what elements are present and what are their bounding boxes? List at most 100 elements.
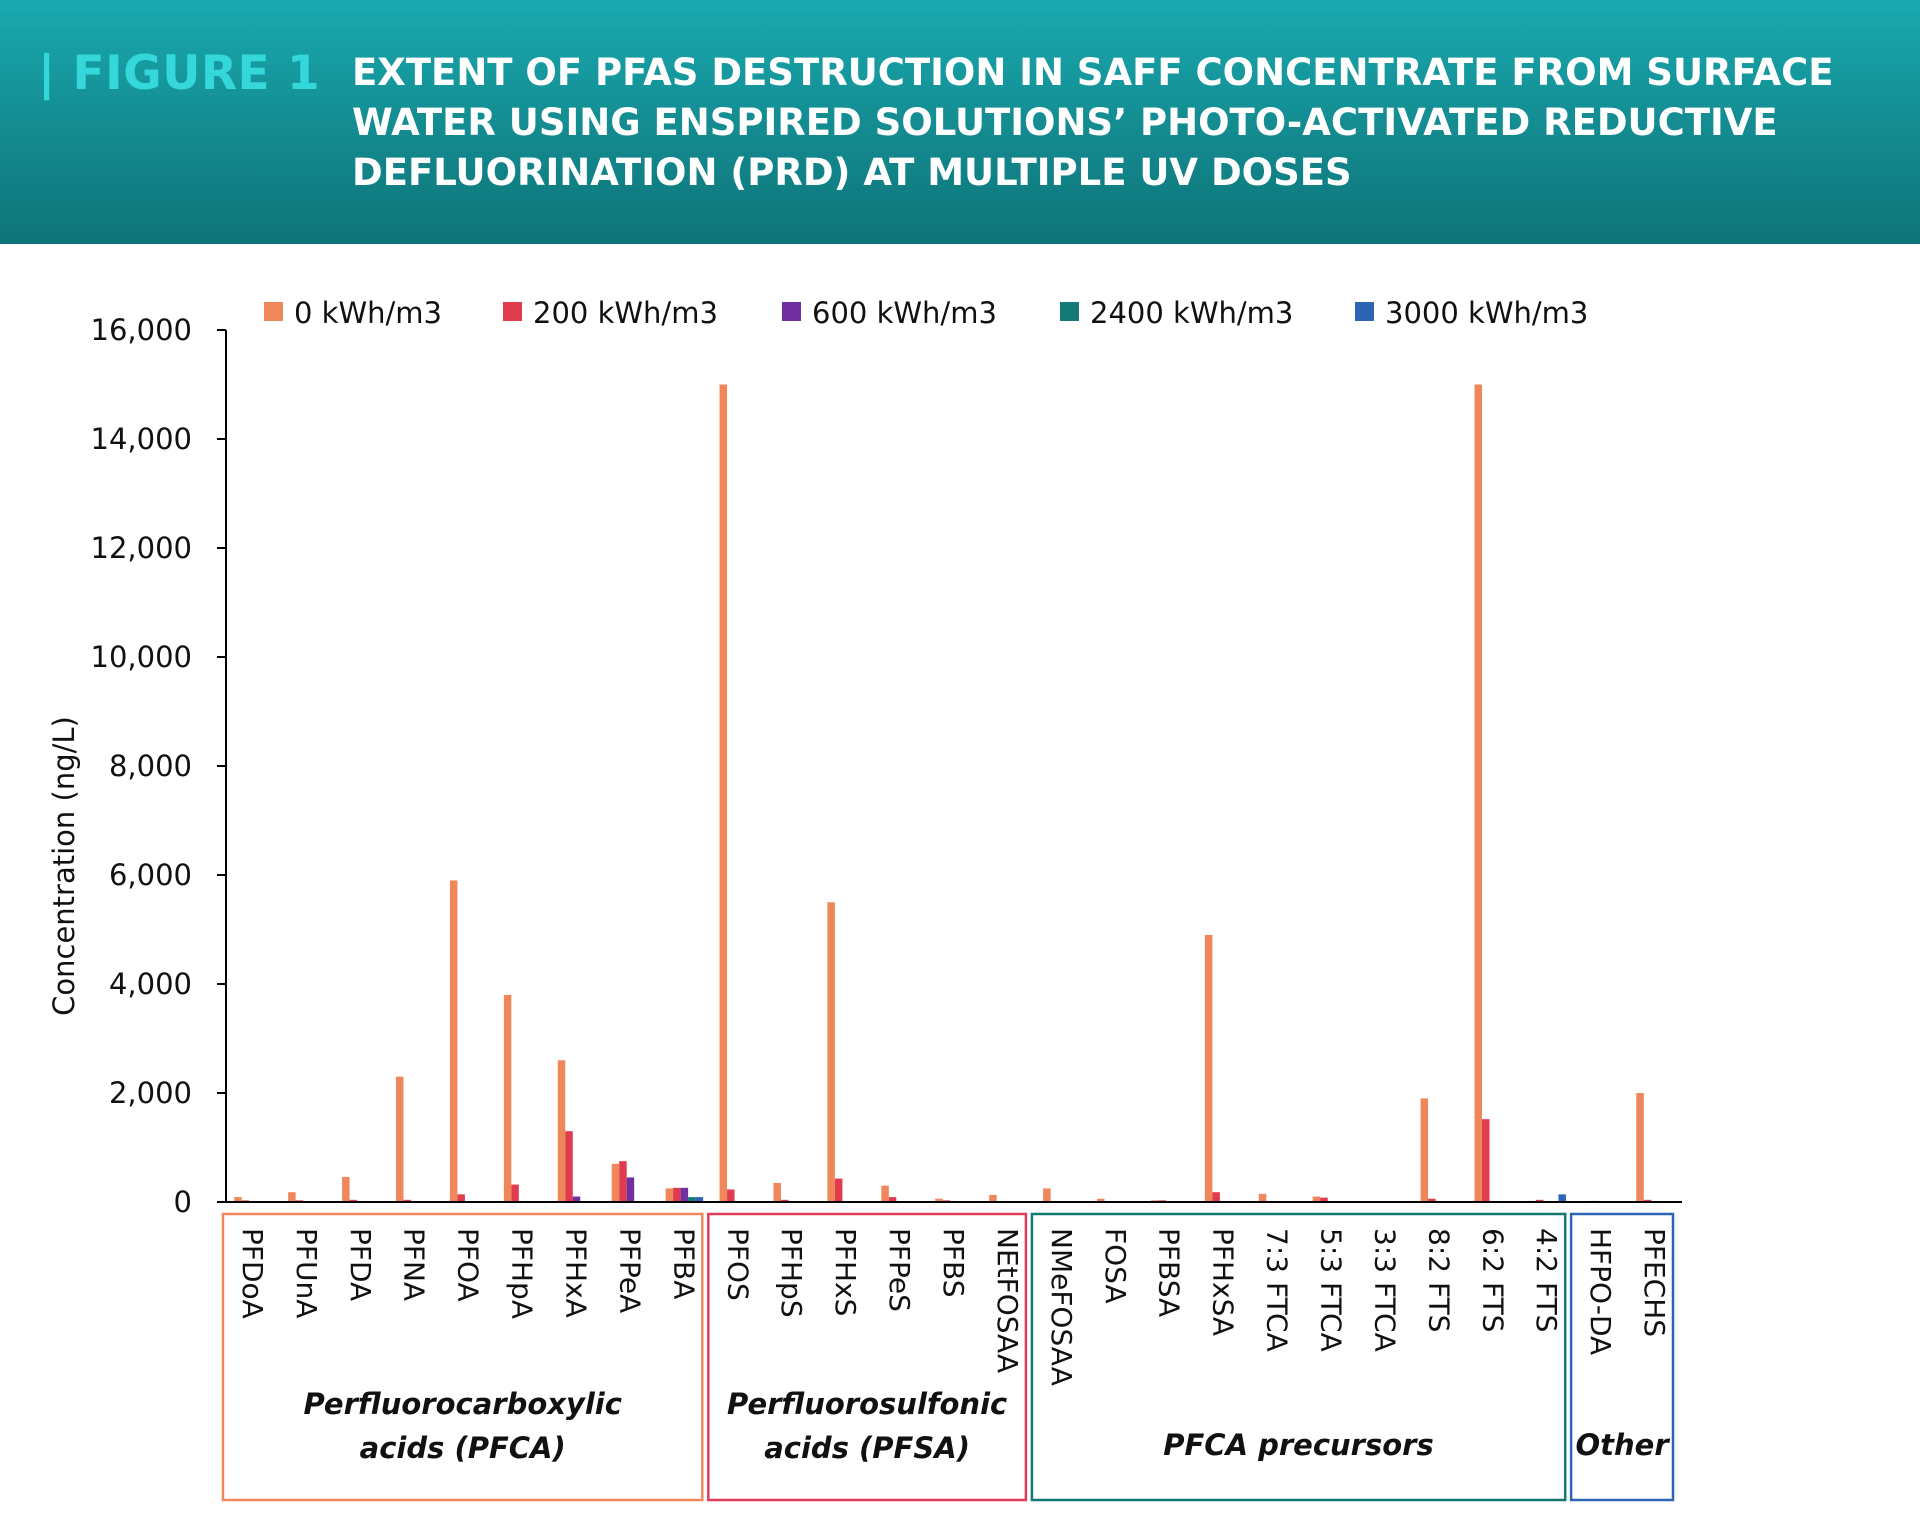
bar-2-5	[457, 1194, 465, 1202]
x-tick-label: PFHxSA	[1207, 1228, 1240, 1336]
x-tick-label: PFHpA	[506, 1228, 539, 1319]
bar-2-10	[727, 1189, 735, 1202]
x-tick-label: PFBSA	[1153, 1228, 1186, 1317]
bar-2-8	[619, 1161, 627, 1203]
y-tick-label: 6,000	[109, 858, 192, 892]
bar-1-7	[557, 1060, 566, 1202]
x-tick-label: PFECHS	[1638, 1228, 1671, 1337]
bar-1-20	[1258, 1193, 1267, 1202]
legend-swatch-5	[1355, 302, 1374, 321]
x-tick-label: PFOS	[721, 1228, 754, 1301]
x-tick-label: 3:3 FTCA	[1368, 1228, 1401, 1352]
bar-1-16	[1043, 1188, 1051, 1203]
bar-1-21	[1312, 1196, 1321, 1202]
bar-1-23	[1420, 1098, 1429, 1202]
bar-3-7	[572, 1196, 581, 1202]
bar-1-27	[1636, 1093, 1644, 1202]
bar-1-14	[935, 1198, 943, 1202]
bar-2-11	[780, 1199, 789, 1202]
legend-label-3: 600 kWh/m3	[812, 296, 997, 330]
bar-1-1	[234, 1197, 242, 1202]
legend-swatch-4	[1060, 302, 1079, 321]
x-tick-label: HFPO-DA	[1584, 1228, 1617, 1355]
legend-label-2: 200 kWh/m3	[533, 296, 718, 330]
group-box-3	[1030, 1212, 1567, 1502]
bar-2-12	[834, 1178, 843, 1202]
x-tick-label: PFBS	[937, 1228, 970, 1297]
bar-2-9	[673, 1187, 681, 1202]
bar-2-7	[565, 1131, 573, 1202]
legend-swatch-3	[782, 302, 801, 321]
legend-swatch-1	[264, 302, 283, 321]
bar-4-9	[688, 1197, 696, 1202]
bar-2-23	[1428, 1198, 1436, 1202]
bar-1-19	[1204, 934, 1213, 1202]
bar-1-11	[773, 1182, 781, 1202]
group-box-1	[221, 1212, 704, 1502]
group-label-4: Other	[1576, 1428, 1671, 1462]
bar-1-2	[288, 1192, 296, 1202]
x-tick-label: PFNA	[398, 1228, 431, 1301]
bar-5-9	[695, 1197, 704, 1202]
x-tick-label: PFHxS	[829, 1228, 862, 1316]
bar-1-4	[395, 1076, 404, 1202]
bar-2-24	[1482, 1119, 1490, 1202]
legend-swatch-2	[503, 302, 522, 321]
x-tick-label: FOSA	[1099, 1228, 1132, 1304]
bar-2-21	[1320, 1197, 1328, 1202]
y-tick-label: 0	[174, 1185, 192, 1219]
group-box-4	[1569, 1212, 1675, 1502]
x-tick-label: PFDA	[344, 1228, 377, 1301]
group-label-1: acids (PFCA)	[360, 1431, 566, 1465]
group-box-2	[707, 1212, 1028, 1502]
figure-title: EXTENT OF PFAS DESTRUCTION IN SAFF CONCE…	[352, 48, 1872, 198]
bar-1-12	[827, 902, 835, 1202]
figure-header: | FIGURE 1 EXTENT OF PFAS DESTRUCTION IN…	[0, 0, 1920, 244]
x-tick-label: NMeFOSAA	[1045, 1228, 1078, 1386]
y-tick-label: 10,000	[91, 640, 192, 674]
y-tick-label: 4,000	[109, 967, 192, 1001]
legend-label-4: 2400 kWh/m3	[1090, 296, 1293, 330]
bar-2-6	[511, 1184, 519, 1202]
x-tick-label: PFPeA	[613, 1228, 646, 1313]
bar-2-25	[1535, 1199, 1544, 1202]
figure-title-line-1: EXTENT OF PFAS DESTRUCTION IN SAFF CONCE…	[352, 51, 1834, 94]
y-tick-label: 16,000	[91, 313, 192, 347]
x-tick-label: 4:2 FTS	[1530, 1228, 1563, 1332]
bar-1-15	[989, 1194, 997, 1202]
x-tick-label: 6:2 FTS	[1476, 1228, 1509, 1332]
bar-1-5	[449, 880, 458, 1202]
x-tick-label: PFHpS	[775, 1228, 808, 1318]
figure-title-line-3: DEFLUORINATION (PRD) AT MULTIPLE UV DOSE…	[352, 151, 1352, 194]
bar-1-13	[881, 1185, 889, 1202]
y-tick-label: 8,000	[109, 749, 192, 783]
bar-3-9	[680, 1187, 689, 1202]
bar-5-25	[1558, 1194, 1566, 1202]
group-label-3: PFCA precursors	[1163, 1428, 1434, 1462]
bar-2-13	[888, 1197, 897, 1202]
figure-title-line-2: WATER USING ENSPIRED SOLUTIONS’ PHOTO-AC…	[352, 101, 1778, 144]
y-tick-label: 14,000	[91, 422, 192, 456]
bar-2-4	[403, 1199, 411, 1202]
x-tick-label: PFDoA	[236, 1228, 269, 1319]
bar-2-19	[1212, 1192, 1220, 1202]
legend-label-1: 0 kWh/m3	[294, 296, 442, 330]
x-tick-label: PFBA	[667, 1228, 700, 1299]
group-label-2: acids (PFSA)	[764, 1431, 970, 1465]
bar-1-6	[503, 994, 512, 1202]
y-tick-label: 12,000	[91, 531, 192, 565]
figure-label: | FIGURE 1	[38, 46, 321, 101]
bar-1-10	[719, 384, 728, 1202]
bar-2-27	[1643, 1199, 1652, 1202]
x-tick-label: 5:3 FTCA	[1314, 1228, 1347, 1352]
bar-1-24	[1474, 384, 1483, 1202]
x-tick-label: PFUnA	[290, 1228, 323, 1318]
group-label-2: Perfluorosulfonic	[727, 1387, 1007, 1421]
legend-label-5: 3000 kWh/m3	[1385, 296, 1588, 330]
bar-1-8	[611, 1163, 620, 1202]
x-tick-label: 7:3 FTCA	[1261, 1228, 1294, 1352]
bar-1-17	[1097, 1198, 1105, 1202]
group-label-1: Perfluorocarboxylic	[303, 1387, 622, 1421]
bar-3-8	[626, 1177, 635, 1202]
